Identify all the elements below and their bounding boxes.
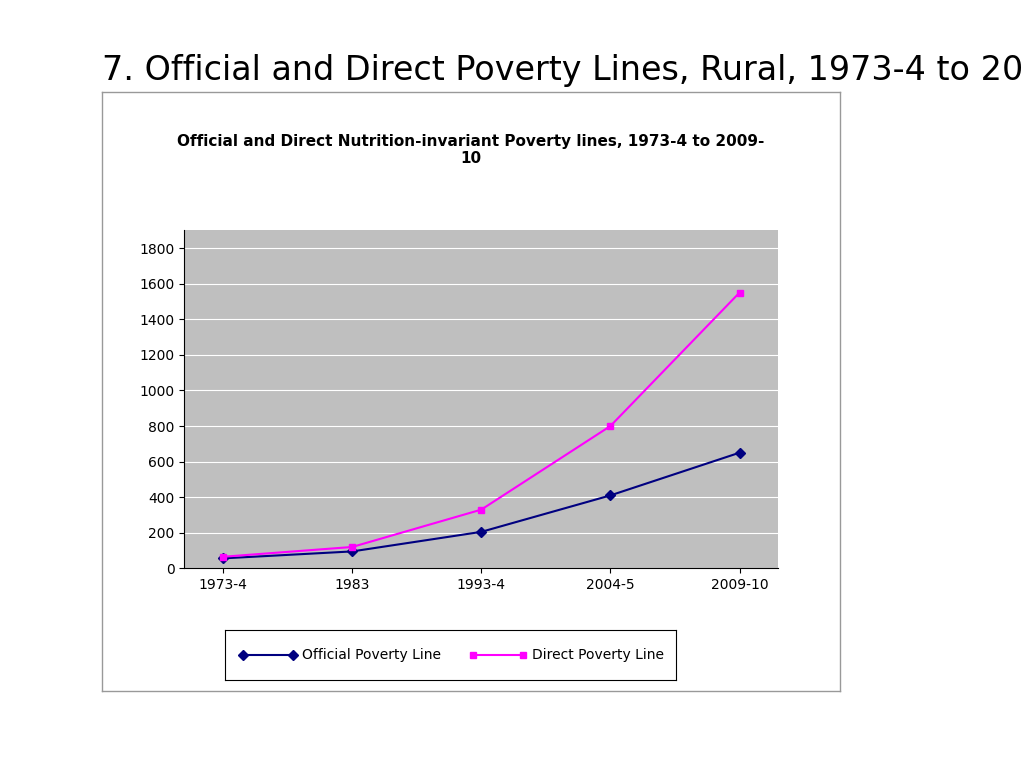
Text: 7. Official and Direct Poverty Lines, Rural, 1973-4 to 2009-10: 7. Official and Direct Poverty Lines, Ru…: [102, 54, 1024, 87]
Text: Official Poverty Line: Official Poverty Line: [302, 647, 441, 662]
Text: Direct Poverty Line: Direct Poverty Line: [531, 647, 664, 662]
Text: Official and Direct Nutrition-invariant Poverty lines, 1973-4 to 2009-
10: Official and Direct Nutrition-invariant …: [177, 134, 765, 167]
